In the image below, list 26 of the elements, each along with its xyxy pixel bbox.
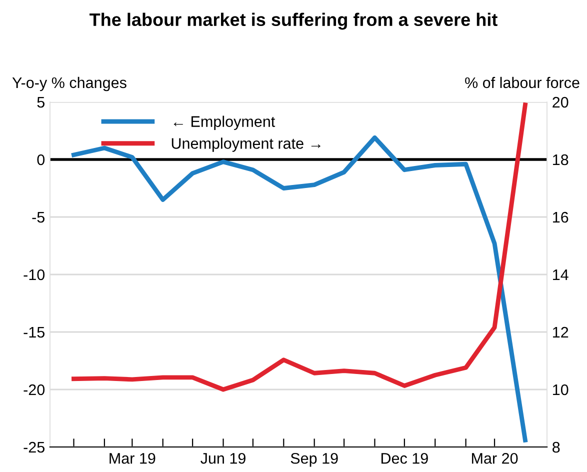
x-tick-label: Mar 20 xyxy=(472,452,518,464)
y-tick-label: -20 xyxy=(24,384,45,396)
y2-tick-label: 10 xyxy=(553,384,568,396)
x-tick-label: Mar 19 xyxy=(110,452,156,464)
x-tick-label: Dec 19 xyxy=(381,452,428,464)
line-series xyxy=(72,102,528,392)
y2-tick-label: 8 xyxy=(552,442,560,453)
y2-tick-label: 12 xyxy=(553,326,568,338)
line-series xyxy=(72,135,528,442)
legend-label: ← Employment xyxy=(174,116,276,130)
y-tick-label: -10 xyxy=(24,269,45,280)
y-tick-label: -25 xyxy=(24,442,44,453)
y2-tick-label: 14 xyxy=(553,270,568,280)
legend-label: Unemployment rate → xyxy=(172,138,320,152)
y-tick-label: -5 xyxy=(32,212,44,223)
chart-title: The labour market is suffering from a severe hit xyxy=(90,12,498,30)
y-tick-label: -15 xyxy=(24,327,44,338)
y2-axis-title: % of labour force xyxy=(465,76,580,88)
x-tick-label: Jun 19 xyxy=(200,452,246,464)
y-tick-label: 5 xyxy=(37,97,44,108)
y2-tick-label: 18 xyxy=(553,154,568,166)
y2-tick-label: 16 xyxy=(553,212,568,223)
y2-tick-label: 20 xyxy=(552,96,568,108)
x-tick-label: Sep 19 xyxy=(290,452,338,467)
y-axis-title: Y-o-y % changes xyxy=(12,76,126,92)
y-tick-label: 0 xyxy=(37,154,45,166)
